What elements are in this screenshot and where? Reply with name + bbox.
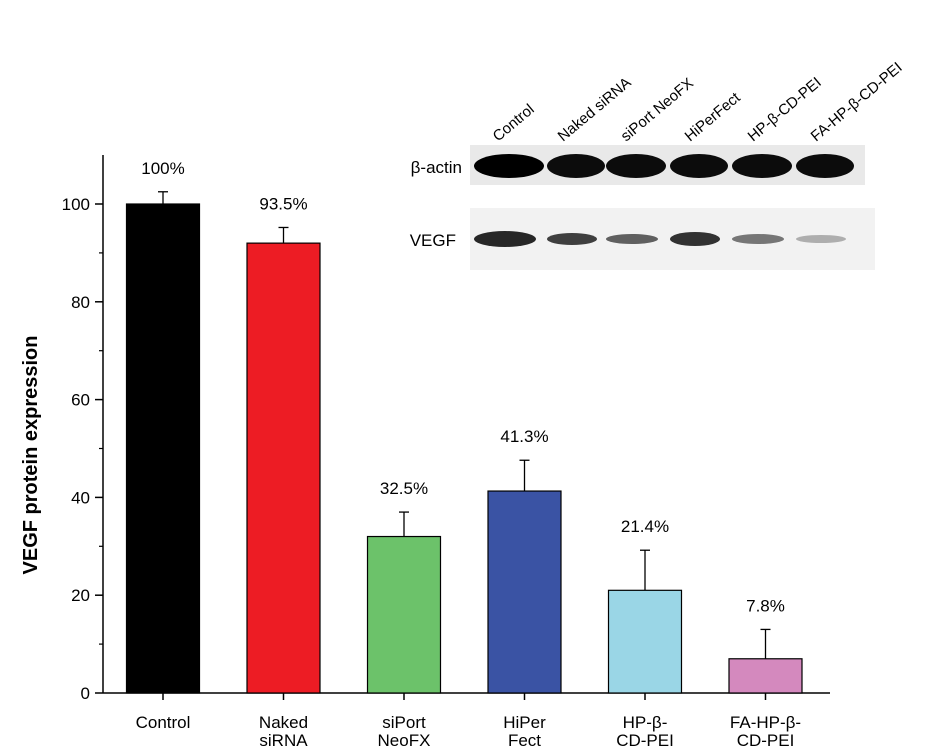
- x-tick-label: NeoFX: [378, 731, 431, 750]
- bar: [487, 490, 562, 694]
- beta-actin-band: [670, 154, 728, 178]
- y-tick-label: 60: [71, 391, 90, 410]
- data-label: 32.5%: [380, 479, 428, 498]
- beta-actin-band: [606, 154, 666, 178]
- vegf-band: [474, 231, 536, 247]
- beta-actin-band: [796, 154, 854, 178]
- beta-actin-band: [474, 154, 544, 178]
- x-tick-label: Naked: [259, 713, 308, 732]
- x-tick-label: CD-PEI: [737, 731, 795, 750]
- y-tick-label: 80: [71, 293, 90, 312]
- blot-row-label-vegf: VEGF: [410, 231, 456, 250]
- data-label: 93.5%: [259, 194, 307, 213]
- x-tick-label: CD-PEI: [616, 731, 674, 750]
- vegf-band: [732, 234, 784, 244]
- vegf-band: [547, 233, 597, 245]
- lane-label: Control: [490, 101, 538, 145]
- bar: [366, 535, 442, 694]
- data-label: 100%: [141, 159, 184, 178]
- y-tick-label: 40: [71, 488, 90, 507]
- x-tick-label: HP-β-: [623, 713, 668, 732]
- y-tick-label: 100: [62, 195, 90, 214]
- x-tick-label: Control: [136, 713, 191, 732]
- x-tick-label: FA-HP-β-: [730, 713, 801, 732]
- data-label: 7.8%: [746, 596, 785, 615]
- bar: [246, 242, 321, 694]
- blot-row-label-beta-actin: β-actin: [411, 158, 462, 177]
- beta-actin-band: [732, 154, 792, 178]
- y-tick-label: 0: [81, 684, 90, 703]
- data-label: 41.3%: [500, 427, 548, 446]
- beta-actin-band: [547, 154, 605, 178]
- bar: [607, 589, 683, 694]
- x-tick-label: Fect: [508, 731, 541, 750]
- bar: [728, 658, 803, 694]
- data-label: 21.4%: [621, 517, 669, 536]
- vegf-band: [796, 235, 846, 243]
- lane-label: HiPerFect: [682, 89, 745, 145]
- x-tick-label: HiPer: [503, 713, 546, 732]
- y-tick-label: 20: [71, 586, 90, 605]
- y-axis-label: VEGF protein expression: [20, 336, 42, 575]
- bars: 100% 93.5% 32.5% 41.3% 21.4% 7.8%: [125, 159, 803, 694]
- vegf-band: [670, 232, 720, 246]
- lane-label: FA-HP-β-CD-PEI: [808, 59, 906, 145]
- vegf-band: [606, 234, 658, 244]
- x-tick-label: siRNA: [259, 731, 308, 750]
- bar: [125, 203, 201, 694]
- x-tick-label: siPort: [382, 713, 426, 732]
